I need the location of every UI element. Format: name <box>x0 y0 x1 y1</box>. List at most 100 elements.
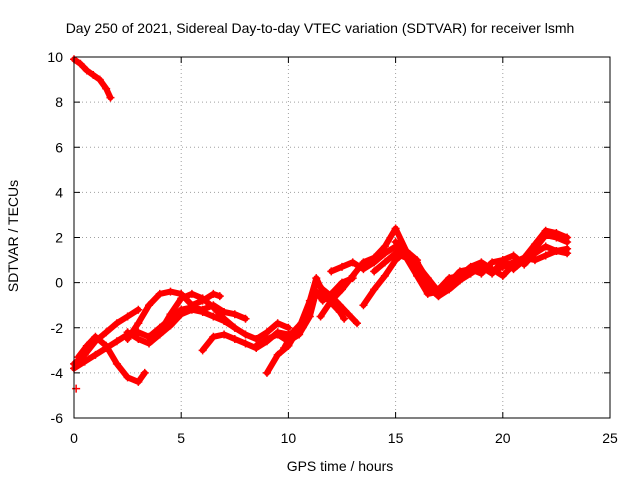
data-point <box>112 359 121 368</box>
data-point <box>80 357 89 366</box>
data-point <box>541 251 550 260</box>
data-point <box>288 328 297 337</box>
data-point <box>359 265 368 274</box>
series-line <box>281 279 360 352</box>
series-arc-13 <box>316 224 422 321</box>
data-point <box>91 332 100 341</box>
series-arc-8 <box>145 289 293 346</box>
data-point <box>102 328 111 337</box>
data-point <box>509 260 518 269</box>
data-point <box>280 344 289 353</box>
data-point <box>391 249 400 258</box>
data-point <box>498 256 507 265</box>
data-point <box>327 296 336 305</box>
data-point <box>380 271 389 280</box>
x-tick-label: 0 <box>70 430 78 446</box>
data-point <box>284 323 293 332</box>
y-tick-label: -6 <box>51 410 64 426</box>
data-point <box>166 287 175 296</box>
data-point <box>198 307 207 316</box>
data-point <box>102 84 111 93</box>
series-arc-1 <box>70 55 115 102</box>
data-point <box>134 335 143 344</box>
data-point <box>318 285 327 294</box>
series-line <box>124 288 223 342</box>
data-point <box>370 267 379 276</box>
data-point <box>123 335 132 344</box>
data-point <box>552 247 561 256</box>
series-line <box>199 327 303 354</box>
data-point <box>380 258 389 267</box>
data-point <box>74 353 83 362</box>
data-point <box>297 319 306 328</box>
data-point <box>91 350 100 359</box>
data-point <box>112 319 121 328</box>
data-point <box>134 319 143 328</box>
data-point <box>112 337 121 346</box>
data-point <box>262 335 271 344</box>
data-point <box>477 258 486 267</box>
data-point <box>466 262 475 271</box>
y-tick-label: 6 <box>55 139 63 155</box>
data-point <box>423 289 432 298</box>
data-point <box>312 278 321 287</box>
y-tick-label: -4 <box>51 365 64 381</box>
data-point <box>353 319 362 328</box>
x-tick-label: 10 <box>281 430 297 446</box>
data-point <box>273 330 282 339</box>
data-point <box>241 339 250 348</box>
data-point <box>338 262 346 271</box>
data-point <box>541 226 550 235</box>
data-point <box>344 310 353 319</box>
data-point <box>413 271 422 280</box>
x-tick-label: 20 <box>495 430 511 446</box>
data-point <box>563 244 572 253</box>
data-point <box>359 301 368 310</box>
series-arc-2 <box>72 384 81 393</box>
y-tick-label: 2 <box>55 230 63 246</box>
data-point <box>102 344 111 353</box>
x-tick-label: 5 <box>177 430 185 446</box>
series-line <box>317 225 420 320</box>
x-axis-label: GPS time / hours <box>287 458 394 474</box>
y-tick-label: 0 <box>55 275 63 291</box>
data-point <box>509 251 518 260</box>
data-point <box>488 258 497 267</box>
data-point <box>76 59 85 68</box>
data-point <box>305 301 314 310</box>
data-point <box>262 328 271 337</box>
data-point <box>123 373 132 382</box>
data-point <box>82 341 91 350</box>
data-point <box>252 341 261 350</box>
data-point <box>123 328 132 337</box>
data-point <box>520 260 529 269</box>
data-point <box>209 312 218 321</box>
data-point <box>198 346 207 355</box>
data-point <box>488 265 497 274</box>
data-point <box>370 258 379 267</box>
data-point <box>434 292 443 301</box>
y-tick-label: 10 <box>47 49 63 65</box>
data-point <box>262 368 271 377</box>
axis-ticks: 0 5 10 15 20 25 -6 -4 -2 0 2 4 6 8 10 <box>47 49 618 446</box>
data-point <box>72 384 81 393</box>
data-point <box>252 335 261 344</box>
series-arc-4 <box>74 332 149 386</box>
data-point <box>230 335 239 344</box>
data-point <box>498 271 507 280</box>
data-point <box>106 93 115 102</box>
data-point <box>89 71 98 80</box>
data-point <box>434 285 443 294</box>
data-point <box>402 249 411 258</box>
x-tick-label: 15 <box>388 430 404 446</box>
data-point <box>220 314 229 323</box>
data-point <box>348 271 357 280</box>
data-point <box>230 323 239 332</box>
data-point <box>563 233 572 242</box>
y-tick-label: -2 <box>51 320 64 336</box>
series-line <box>146 290 292 345</box>
data-point <box>177 310 186 319</box>
data-point <box>391 224 400 233</box>
data-point <box>359 258 368 267</box>
series-line <box>71 56 114 101</box>
